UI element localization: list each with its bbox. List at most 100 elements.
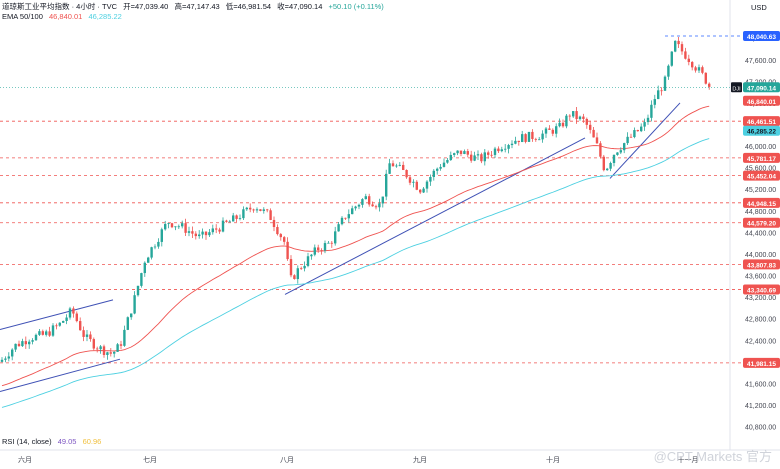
candle[interactable] [388,158,391,174]
rsi-legend[interactable]: RSI (14, close) 49.05 60.96 [2,437,105,447]
candle[interactable] [99,345,102,354]
candle[interactable] [592,127,595,138]
candle[interactable] [504,144,507,153]
candle[interactable] [626,132,629,146]
candle[interactable] [38,329,41,336]
candle[interactable] [704,72,707,85]
candle[interactable] [582,113,585,123]
candle[interactable] [572,111,575,118]
candle[interactable] [109,348,112,357]
candle[interactable] [198,230,201,239]
candle[interactable] [517,140,520,146]
candle[interactable] [442,158,446,168]
candle[interactable] [150,246,153,260]
candle[interactable] [653,94,656,109]
candle[interactable] [296,265,299,284]
candle[interactable] [660,87,663,96]
candle[interactable] [79,317,82,331]
candle[interactable] [4,356,7,363]
candle[interactable] [34,333,38,341]
candle[interactable] [133,291,136,315]
candle[interactable] [490,151,493,158]
candle[interactable] [21,338,24,347]
candle[interactable] [160,227,163,247]
candle[interactable] [684,47,687,60]
candle[interactable] [680,41,684,55]
candle[interactable] [123,325,126,347]
candle[interactable] [691,61,694,71]
candle[interactable] [507,143,510,154]
candle[interactable] [75,311,78,323]
candle[interactable] [657,85,660,100]
candle[interactable] [41,329,44,336]
candle[interactable] [436,167,439,175]
candle[interactable] [245,206,248,211]
candle[interactable] [534,137,537,142]
candle[interactable] [643,118,646,131]
candle[interactable] [422,187,425,193]
candle[interactable] [609,161,612,172]
candle[interactable] [636,129,639,132]
candle[interactable] [330,240,333,248]
candle[interactable] [211,224,214,235]
candle[interactable] [344,217,347,221]
candle[interactable] [293,274,296,280]
candle[interactable] [456,150,459,156]
ema-legend[interactable]: EMA 50/100 46,840.01 46,285.22 [2,12,126,22]
candle[interactable] [92,337,95,351]
candle[interactable] [415,180,418,191]
candle[interactable] [527,131,531,143]
candle[interactable] [531,129,534,142]
candle[interactable] [694,65,697,73]
candle[interactable] [446,157,449,164]
candle[interactable] [340,216,344,226]
candle[interactable] [510,140,514,149]
candle[interactable] [215,224,218,234]
candle[interactable] [221,217,225,233]
candle[interactable] [187,226,191,237]
candle[interactable] [167,222,170,229]
candle[interactable] [650,100,653,122]
candle[interactable] [313,244,316,257]
candle[interactable] [524,133,527,144]
candle[interactable] [303,261,306,272]
candle[interactable] [130,313,133,320]
candle[interactable] [521,130,524,143]
candle[interactable] [548,125,551,130]
candle[interactable] [72,306,75,318]
candle[interactable] [181,220,184,229]
candle[interactable] [476,150,480,160]
candle[interactable] [11,348,14,361]
candle[interactable] [619,147,622,155]
candle[interactable] [85,329,89,342]
candle[interactable] [408,176,412,186]
candle[interactable] [514,136,517,145]
candle[interactable] [306,252,310,268]
candle[interactable] [555,123,558,138]
candle[interactable] [378,198,381,212]
candle[interactable] [55,323,58,330]
candle[interactable] [119,340,123,350]
candle[interactable] [402,161,405,171]
candle[interactable] [629,133,633,138]
candle[interactable] [459,150,463,157]
candle[interactable] [395,163,398,168]
candle[interactable] [204,231,208,240]
candle[interactable] [232,212,235,222]
candle[interactable] [147,256,150,263]
candle[interactable] [14,343,17,352]
candle[interactable] [646,114,650,125]
candle[interactable] [599,141,602,159]
candle[interactable] [24,336,27,349]
candle[interactable] [276,224,279,236]
candle[interactable] [623,142,626,154]
candle[interactable] [28,339,31,349]
candle[interactable] [48,326,51,337]
candle[interactable] [606,167,609,171]
candle[interactable] [45,329,48,337]
candle[interactable] [463,149,466,155]
candle[interactable] [320,248,323,255]
candle[interactable] [470,150,473,163]
candle[interactable] [310,254,313,260]
candle[interactable] [17,340,21,347]
